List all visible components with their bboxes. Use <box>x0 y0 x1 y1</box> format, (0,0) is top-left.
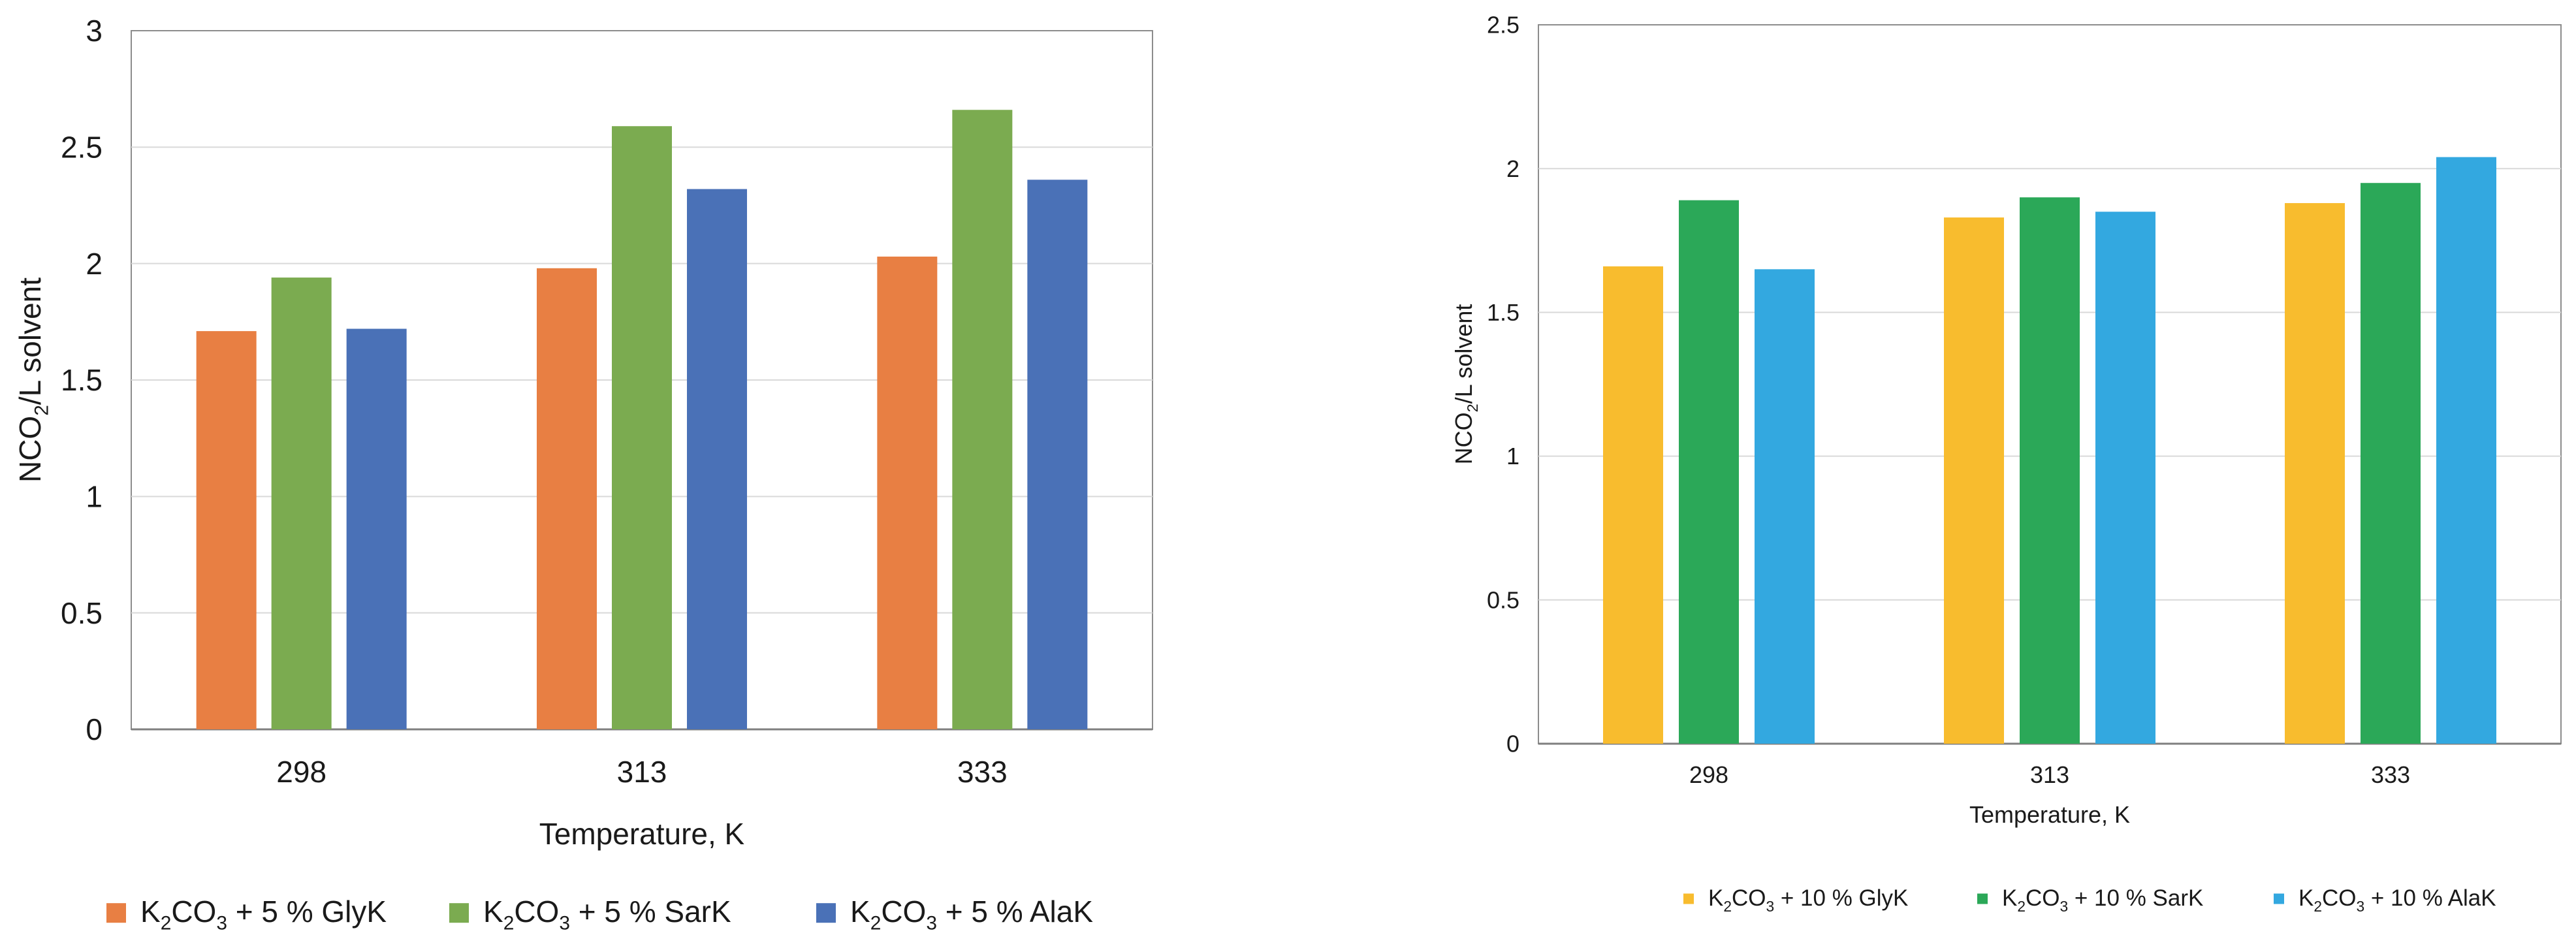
legend-label-part: + 10 % GlyK <box>1774 885 1908 911</box>
legend-label-subscript: 3 <box>1766 898 1775 915</box>
y-axis-title-part: /L solvent <box>13 278 47 405</box>
bar <box>2020 197 2080 744</box>
y-tick-label: 2 <box>86 247 103 281</box>
bar <box>612 126 672 729</box>
bar <box>2285 203 2345 744</box>
y-axis-title-part: NCO <box>1450 412 1477 464</box>
y-tick-label: 2.5 <box>61 130 103 164</box>
y-tick-label: 3 <box>86 14 103 48</box>
legend-label-part: CO <box>171 895 216 928</box>
legend-label-part: CO <box>514 895 559 928</box>
y-tick-label: 2.5 <box>1487 12 1519 39</box>
legend-label-part: CO <box>2322 885 2357 911</box>
bar <box>877 256 938 729</box>
bar <box>1603 266 1663 744</box>
bar <box>952 110 1013 729</box>
legend-label-subscript: 2 <box>161 913 172 934</box>
bar <box>1755 269 1815 744</box>
legend-label-part: CO <box>2026 885 2060 911</box>
y-axis-title: NCO2/L solvent <box>1450 304 1481 465</box>
x-tick-label: 298 <box>1689 761 1728 788</box>
y-tick-label: 2 <box>1506 155 1519 182</box>
legend-swatch <box>816 903 836 923</box>
legend-label-subscript: 2 <box>2314 898 2322 915</box>
bar <box>687 189 747 729</box>
bar <box>346 328 407 729</box>
bar <box>2436 157 2496 744</box>
legend-label-part: + 5 % GlyK <box>227 895 387 928</box>
x-tick-label: 313 <box>617 755 667 789</box>
legend-label-part: K <box>2002 885 2017 911</box>
bar <box>537 268 597 729</box>
legend-label-part: + 5 % SarK <box>570 895 731 928</box>
legend-label-part: K <box>1708 885 1723 911</box>
legend-label-part: CO <box>881 895 926 928</box>
legend-label: K2CO3 + 5 % GlyK <box>140 895 387 934</box>
legend-swatch <box>449 903 469 923</box>
legend-swatch <box>106 903 126 923</box>
y-axis-title-subscript: 2 <box>1464 404 1481 412</box>
legend-label-subscript: 3 <box>216 913 227 934</box>
legend-label-part: + 10 % SarK <box>2068 885 2203 911</box>
x-tick-label: 333 <box>957 755 1008 789</box>
y-axis-title-part: /L solvent <box>1450 304 1477 404</box>
legend-swatch <box>1683 893 1694 904</box>
legend-label-part: K <box>2298 885 2314 911</box>
x-tick-label: 333 <box>2371 761 2410 788</box>
y-tick-label: 0 <box>86 712 103 746</box>
legend-label-part: K <box>140 895 161 928</box>
x-tick-label: 298 <box>276 755 326 789</box>
legend-label-subscript: 2 <box>2017 898 2026 915</box>
legend-label: K2CO3 + 10 % GlyK <box>1708 885 1908 915</box>
legend-label: K2CO3 + 10 % SarK <box>2002 885 2203 915</box>
legend-label-subscript: 3 <box>559 913 570 934</box>
x-axis-title: Temperature, K <box>539 817 745 851</box>
legend-label-subscript: 3 <box>2357 898 2365 915</box>
x-tick-label: 313 <box>2030 761 2069 788</box>
legend-label-subscript: 3 <box>926 913 937 934</box>
x-axis-title: Temperature, K <box>1969 801 2130 828</box>
y-tick-label: 0.5 <box>61 596 103 630</box>
legend-label-part: CO <box>1732 885 1766 911</box>
bar <box>1944 217 2004 744</box>
bar <box>1027 180 1088 729</box>
legend-label-part: + 5 % AlaK <box>937 895 1093 928</box>
y-axis-title: NCO2/L solvent <box>13 278 53 483</box>
legend-label-part: K <box>483 895 503 928</box>
y-tick-label: 1 <box>86 479 103 513</box>
y-axis-title-part: NCO <box>13 416 47 483</box>
legend-swatch <box>2274 893 2284 904</box>
legend-label: K2CO3 + 5 % AlaK <box>850 895 1093 934</box>
y-tick-label: 0 <box>1506 731 1519 757</box>
y-tick-label: 1 <box>1506 443 1519 469</box>
bar <box>1679 200 1739 744</box>
bar <box>2361 183 2421 744</box>
y-tick-label: 1.5 <box>1487 299 1519 326</box>
y-tick-label: 1.5 <box>61 363 103 397</box>
legend-label-part: K <box>850 895 870 928</box>
legend-label-subscript: 3 <box>2060 898 2069 915</box>
legend-label: K2CO3 + 5 % SarK <box>483 895 731 934</box>
legend-label: K2CO3 + 10 % AlaK <box>2298 885 2496 915</box>
y-tick-label: 0.5 <box>1487 586 1519 613</box>
legend-label-subscript: 2 <box>503 913 515 934</box>
legend-label-part: + 10 % AlaK <box>2364 885 2496 911</box>
legend-label-subscript: 2 <box>870 913 882 934</box>
legend-label-subscript: 2 <box>1723 898 1732 915</box>
y-axis-title-subscript: 2 <box>31 405 53 416</box>
bar <box>196 331 257 730</box>
legend-swatch <box>1977 893 1988 904</box>
bar <box>271 278 332 730</box>
bar <box>2095 212 2155 744</box>
